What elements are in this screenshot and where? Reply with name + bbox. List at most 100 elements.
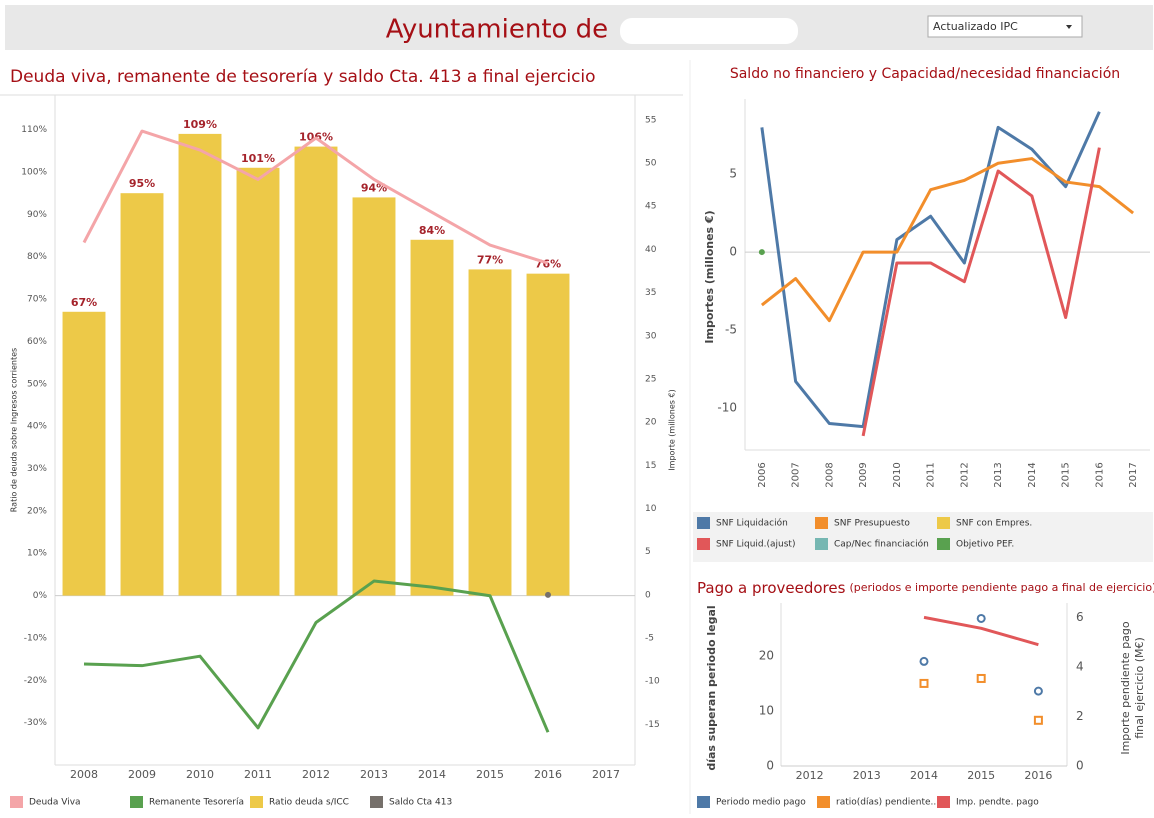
x-tick-label: 2011 bbox=[244, 768, 272, 781]
y-tick-label: 30% bbox=[27, 464, 47, 474]
y-axis-label: Ratio de deuda sobre Ingresos corrientes bbox=[10, 348, 19, 512]
bar bbox=[294, 146, 338, 596]
data-label: 95% bbox=[129, 177, 155, 190]
y-tick-label: 20% bbox=[27, 506, 47, 516]
line bbox=[82, 129, 549, 265]
dropdown[interactable] bbox=[927, 15, 1083, 38]
legend-swatch bbox=[815, 538, 828, 550]
x-tick-label: 2017 bbox=[1128, 462, 1139, 487]
y2-tick-label: 6 bbox=[1076, 610, 1084, 624]
y-tick-label: -5 bbox=[725, 322, 737, 336]
y-tick-label: 90% bbox=[27, 210, 47, 220]
y2-tick-label: -15 bbox=[645, 720, 660, 730]
y2-tick-label: 20 bbox=[645, 418, 657, 428]
x-tick-label: 2008 bbox=[70, 768, 98, 781]
legend-label: SNF Liquid.(ajust) bbox=[716, 540, 795, 550]
x-tick-label: 2015 bbox=[1061, 462, 1072, 487]
bar bbox=[526, 273, 570, 596]
legend-swatch bbox=[697, 517, 710, 529]
redacted-name bbox=[620, 18, 798, 44]
x-tick-label: 2012 bbox=[959, 462, 970, 487]
y2-tick-label: 10 bbox=[645, 504, 657, 514]
x-tick-label: 2011 bbox=[926, 462, 937, 487]
chart-title: Pago a proveedores (periodos e importe pe… bbox=[697, 579, 1154, 597]
bar bbox=[62, 311, 106, 596]
legend-swatch bbox=[937, 538, 950, 550]
x-tick-label: 2008 bbox=[824, 462, 835, 487]
y-tick-label: -20% bbox=[24, 676, 48, 686]
y-axis-label: días superan periodo legal bbox=[705, 605, 718, 770]
y2-tick-label: 4 bbox=[1076, 659, 1084, 673]
y-tick-label: -30% bbox=[24, 718, 48, 728]
x-tick-label: 2010 bbox=[186, 768, 214, 781]
y-tick-label: 40% bbox=[27, 422, 47, 432]
bar bbox=[120, 193, 164, 596]
header-title: Ayuntamiento de bbox=[386, 15, 608, 45]
bar bbox=[352, 197, 396, 596]
y2-tick-label: 2 bbox=[1076, 709, 1084, 723]
y-tick-label: 0% bbox=[33, 591, 48, 601]
chart-subtitle: (periodos e importe pendiente pago a fin… bbox=[849, 581, 1154, 594]
bar bbox=[468, 269, 512, 596]
legend-swatch bbox=[130, 796, 143, 808]
y-tick-label: 0 bbox=[729, 245, 737, 259]
legend-label: Periodo medio pago bbox=[716, 798, 806, 808]
x-tick-label: 2014 bbox=[910, 769, 938, 782]
marker bbox=[1033, 715, 1043, 725]
chart-title: Deuda viva, remanente de tesorería y sal… bbox=[10, 67, 596, 87]
marker bbox=[919, 678, 929, 688]
legend-label: SNF con Empres. bbox=[956, 519, 1032, 529]
y2-tick-label: 15 bbox=[645, 461, 656, 471]
y2-tick-label: 40 bbox=[645, 245, 657, 255]
y-tick-label: 5 bbox=[729, 167, 737, 181]
x-tick-label: 2009 bbox=[128, 768, 156, 781]
marker bbox=[976, 673, 986, 683]
legend-label: Remanente Tesorería bbox=[149, 798, 244, 808]
y2-axis-label: Importe (millones €) bbox=[668, 389, 677, 470]
y2-tick-label: 0 bbox=[645, 590, 651, 600]
y-tick-label: 60% bbox=[27, 337, 47, 347]
y2-axis-label: Importe pendiente pago bbox=[1119, 621, 1132, 755]
y-axis-label: Importes (millones €) bbox=[703, 210, 716, 343]
legend-label: Cap/Nec financiación bbox=[834, 539, 929, 550]
y2-tick-label: 0 bbox=[1076, 759, 1084, 773]
data-label: 77% bbox=[477, 253, 503, 266]
legend-label: SNF Presupuesto bbox=[834, 519, 910, 529]
y2-tick-label: 25 bbox=[645, 374, 656, 384]
x-tick-label: 2016 bbox=[534, 768, 562, 781]
legend-swatch bbox=[370, 796, 383, 808]
legend-swatch bbox=[697, 538, 710, 550]
legend-label: Deuda Viva bbox=[29, 798, 81, 808]
legend-label: ratio(días) pendiente.. bbox=[836, 798, 936, 808]
y2-tick-label: 50 bbox=[645, 159, 657, 169]
line bbox=[760, 111, 1101, 429]
y2-axis-label: final ejercicio (M€) bbox=[1133, 637, 1146, 739]
y2-tick-label: -10 bbox=[645, 677, 660, 687]
x-tick-label: 2015 bbox=[967, 769, 995, 782]
chart-title: Pago a proveedores bbox=[697, 579, 846, 597]
legend-label: Saldo Cta 413 bbox=[389, 798, 452, 808]
y-tick-label: -10 bbox=[717, 400, 737, 414]
marker bbox=[1033, 686, 1043, 696]
x-tick-label: 2010 bbox=[892, 462, 903, 487]
line bbox=[83, 579, 550, 733]
legend-swatch bbox=[817, 796, 830, 808]
data-label: 101% bbox=[241, 152, 275, 165]
data-label: 67% bbox=[71, 296, 97, 309]
x-tick-label: 2009 bbox=[858, 462, 869, 487]
legend-label: Imp. pendte. pago bbox=[956, 798, 1039, 808]
marker bbox=[545, 591, 551, 598]
x-tick-label: 2013 bbox=[360, 768, 388, 781]
bar bbox=[410, 239, 454, 596]
legend-label: Objetivo PEF. bbox=[956, 540, 1014, 550]
x-tick-label: 2016 bbox=[1094, 462, 1105, 487]
x-tick-label: 2013 bbox=[853, 769, 881, 782]
x-tick-label: 2015 bbox=[476, 768, 504, 781]
legend-swatch bbox=[815, 517, 828, 529]
x-tick-label: 2013 bbox=[993, 462, 1004, 487]
y2-tick-label: 45 bbox=[645, 202, 656, 212]
line bbox=[923, 615, 1039, 647]
y2-tick-label: 30 bbox=[645, 331, 657, 341]
bar bbox=[178, 133, 222, 596]
x-tick-label: 2016 bbox=[1024, 769, 1052, 782]
